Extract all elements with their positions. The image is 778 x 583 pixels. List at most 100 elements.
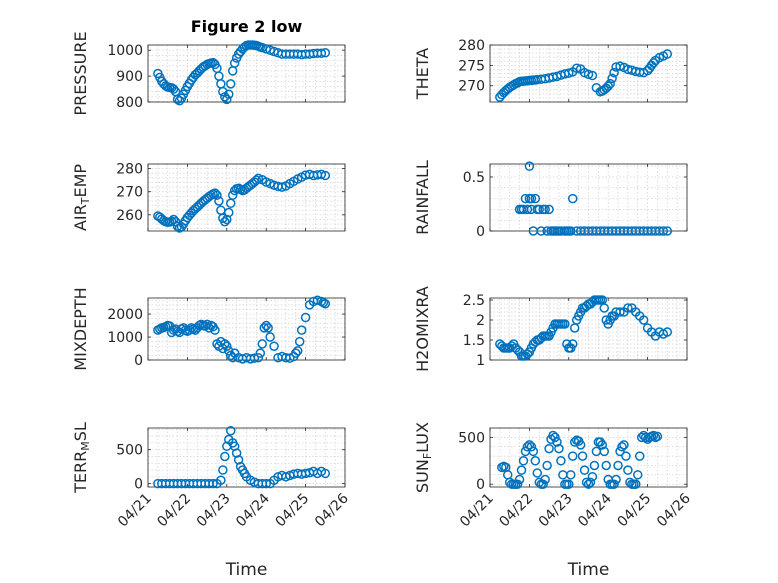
data-point bbox=[564, 479, 574, 489]
data-point bbox=[540, 204, 550, 215]
data-point bbox=[587, 471, 598, 482]
y-tick-label: 275 bbox=[458, 58, 485, 74]
data-point bbox=[249, 353, 260, 363]
y-tick-label: 270 bbox=[116, 185, 143, 201]
subplot-3: 260 270 280 AIRTEMP bbox=[71, 162, 346, 233]
data-point bbox=[564, 68, 574, 78]
data-point bbox=[520, 193, 531, 204]
data-point bbox=[662, 226, 673, 236]
data-point bbox=[623, 303, 633, 313]
data-point bbox=[605, 78, 615, 89]
y-tick-label: 1.5 bbox=[463, 333, 485, 349]
data-point bbox=[522, 204, 533, 215]
data-point bbox=[204, 323, 214, 333]
data-point bbox=[166, 216, 177, 227]
data-point bbox=[263, 323, 273, 333]
data-point bbox=[291, 348, 301, 358]
x-tick-label: 04/25 bbox=[273, 491, 313, 531]
data-point bbox=[648, 58, 659, 68]
data-point bbox=[210, 325, 220, 335]
subplot-4: 0 0.5 RAINFALL bbox=[413, 160, 688, 240]
data-point bbox=[168, 84, 179, 94]
data-point bbox=[512, 479, 523, 489]
data-point bbox=[233, 455, 244, 465]
data-point bbox=[255, 348, 266, 358]
x-tick-label: 04/21 bbox=[457, 491, 497, 531]
data-point bbox=[560, 319, 570, 329]
data-point bbox=[552, 437, 562, 447]
data-point bbox=[613, 460, 623, 471]
data-point bbox=[617, 441, 627, 452]
data-point bbox=[544, 204, 554, 215]
data-point bbox=[320, 170, 331, 181]
y-tick-label: 500 bbox=[458, 430, 485, 446]
data-point bbox=[589, 460, 600, 471]
data-point bbox=[524, 161, 535, 171]
data-point bbox=[575, 440, 586, 450]
data-point bbox=[587, 70, 598, 81]
data-point bbox=[591, 446, 602, 457]
data-point bbox=[292, 346, 303, 356]
y-axis-label: PRESSURE bbox=[71, 31, 90, 115]
x-axis-label: Time bbox=[567, 560, 610, 580]
y-axis-label: SUNFLUX bbox=[413, 422, 434, 493]
data-point bbox=[611, 474, 621, 485]
data-point bbox=[567, 193, 578, 204]
data-point bbox=[601, 460, 611, 471]
data-point bbox=[224, 346, 234, 356]
x-tick-label: 04/24 bbox=[575, 490, 615, 530]
data-point bbox=[526, 193, 537, 204]
subplot-7: 0 500 04/21 04/22 04/23 04/24 04/25 04/26 TERRMS… bbox=[71, 422, 352, 580]
data-point bbox=[530, 456, 541, 466]
data-point bbox=[538, 479, 548, 489]
y-tick-label: 2000 bbox=[107, 307, 143, 323]
data-point bbox=[569, 437, 580, 447]
data-point bbox=[579, 465, 590, 475]
data-point bbox=[571, 63, 582, 73]
x-tick-label: 04/23 bbox=[194, 491, 234, 531]
data-point bbox=[222, 341, 232, 351]
data-point bbox=[214, 196, 224, 206]
y-tick-label: 800 bbox=[116, 95, 143, 111]
data-point bbox=[583, 69, 594, 80]
data-point bbox=[300, 312, 311, 323]
data-point bbox=[225, 425, 236, 436]
y-tick-label: 500 bbox=[116, 443, 143, 459]
data-point bbox=[607, 73, 617, 84]
data-point bbox=[583, 479, 594, 489]
data-point bbox=[526, 441, 537, 452]
x-tick-label: 04/25 bbox=[615, 491, 655, 531]
data-point bbox=[542, 460, 552, 471]
data-point bbox=[516, 465, 527, 475]
data-point bbox=[320, 468, 331, 479]
data-point bbox=[658, 226, 669, 236]
data-point bbox=[581, 477, 592, 488]
y-axis-label: TERRMSL bbox=[71, 422, 92, 494]
data-point bbox=[220, 217, 230, 227]
subplot-2: 270 275 280 THETA bbox=[413, 38, 688, 103]
data-point bbox=[316, 48, 327, 59]
data-point bbox=[216, 79, 226, 89]
data-point bbox=[172, 221, 183, 232]
data-point bbox=[599, 446, 610, 457]
data-point bbox=[623, 465, 633, 475]
data-point bbox=[229, 441, 240, 452]
data-point bbox=[316, 169, 327, 180]
y-axis-label: MIXDEPTH bbox=[71, 287, 90, 370]
axes-box bbox=[489, 427, 688, 488]
x-tick-label: 04/23 bbox=[536, 491, 576, 531]
data-point bbox=[225, 79, 236, 89]
data-point bbox=[634, 451, 645, 461]
axes-box bbox=[489, 44, 688, 103]
data-point bbox=[648, 430, 659, 441]
data-point bbox=[597, 440, 608, 450]
data-point bbox=[320, 48, 331, 58]
data-point bbox=[567, 339, 578, 349]
y-tick-label: 280 bbox=[116, 162, 143, 178]
data-point bbox=[251, 175, 262, 185]
data-point bbox=[599, 303, 610, 313]
y-tick-label: 1 bbox=[476, 353, 485, 369]
data-point bbox=[253, 352, 264, 363]
data-point bbox=[609, 479, 619, 489]
y-axis-label: RAINFALL bbox=[413, 160, 432, 235]
